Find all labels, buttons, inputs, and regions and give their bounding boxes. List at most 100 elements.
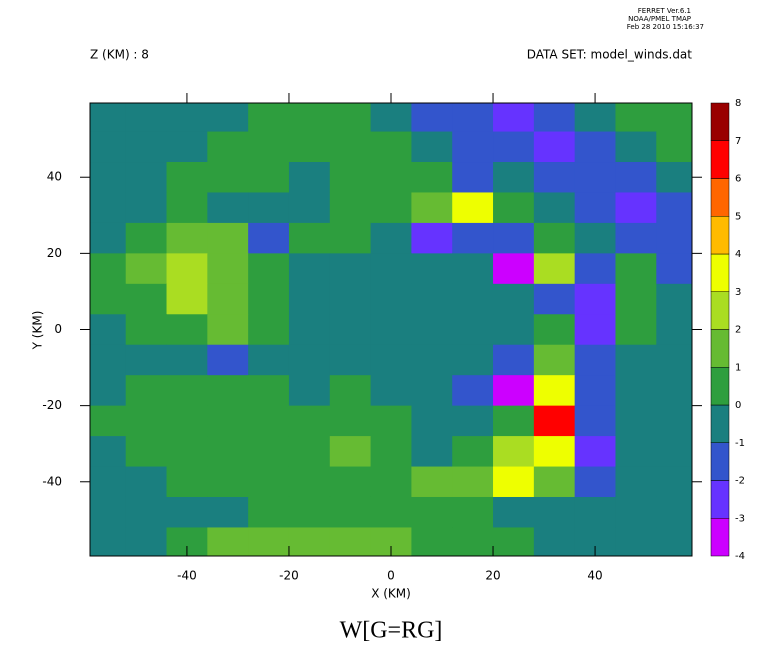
x-tick-label: -20 (279, 569, 299, 583)
contour-cell (493, 496, 535, 528)
contour-cell (329, 162, 372, 193)
contour-cell (411, 131, 453, 163)
contour-cell (452, 103, 494, 133)
contour-cell (90, 314, 127, 346)
contour-cell (370, 375, 412, 407)
colorbar-label: 2 (735, 325, 741, 336)
contour-cell (166, 222, 208, 254)
contour-cell (207, 222, 249, 254)
y-tick-label: 0 (54, 322, 62, 336)
contour-cell (207, 103, 249, 133)
contour-cell (493, 131, 535, 163)
contour-cell (166, 436, 208, 468)
contour-cell (615, 222, 657, 254)
contour-cell (329, 375, 372, 407)
x-tick-label: -40 (177, 569, 197, 583)
contour-cell (656, 405, 692, 437)
contour-cell (452, 131, 494, 163)
contour-cell (452, 496, 494, 528)
contour-cell (452, 466, 494, 498)
contour-cell (248, 103, 290, 133)
colorbar-label: -3 (735, 513, 745, 524)
y-tick-label: -20 (42, 398, 62, 412)
contour-cell (574, 436, 616, 468)
contour-cell (574, 375, 616, 407)
contour-cell (329, 103, 372, 133)
contour-cell (207, 436, 249, 468)
contour-cell (288, 527, 331, 556)
contour-cell (288, 222, 331, 254)
contour-cell (370, 222, 412, 254)
contour-cell (288, 131, 331, 163)
colorbar-bin (710, 367, 730, 406)
contour-cell (452, 436, 494, 468)
y-tick-label: 20 (47, 246, 62, 260)
header-line: FERRET Ver.6.1 (638, 7, 691, 15)
contour-cell (452, 222, 494, 254)
contour-cell (656, 222, 692, 254)
contour-cell (370, 103, 412, 133)
contour-cell (452, 192, 494, 224)
contour-cell (656, 527, 692, 556)
contour-cell (574, 496, 616, 528)
contour-cell (493, 436, 535, 468)
contour-cell (207, 314, 249, 346)
contour-cell (90, 103, 127, 133)
contour-cell (166, 314, 208, 346)
contour-cell (615, 527, 657, 556)
contour-cell (452, 253, 494, 285)
contour-cell (533, 344, 576, 376)
contour-cell (248, 344, 290, 376)
contour-cell (615, 283, 657, 315)
contour-cell (656, 344, 692, 376)
contour-cell (288, 466, 331, 498)
contour-cell (533, 283, 576, 315)
contour-cell (166, 405, 208, 437)
contour-cell (656, 103, 692, 133)
contour-cell (248, 283, 290, 315)
contour-cell (493, 405, 535, 437)
contour-cell (656, 192, 692, 224)
contour-cell (493, 466, 535, 498)
contour-cell (288, 253, 331, 285)
contour-cell (533, 375, 576, 407)
contour-cell (411, 375, 453, 407)
contour-cell (248, 162, 290, 193)
contour-cell (90, 344, 127, 376)
contour-cell (411, 436, 453, 468)
contour-cell (533, 131, 576, 163)
colorbar-label: 5 (735, 211, 741, 222)
colorbar-bin (710, 442, 730, 481)
contour-cell (288, 344, 331, 376)
contour-cell (656, 466, 692, 498)
contour-cell (574, 131, 616, 163)
contour-cell (656, 283, 692, 315)
contour-cell (329, 192, 372, 224)
colorbar-bin (710, 518, 730, 557)
contour-cell (452, 314, 494, 346)
contour-cell (166, 103, 208, 133)
contour-cell (329, 496, 372, 528)
contour-cell (452, 162, 494, 193)
contour-cell (370, 253, 412, 285)
colorbar-label: 7 (735, 136, 741, 147)
contour-cell (90, 253, 127, 285)
contour-cell (125, 466, 168, 498)
contour-cell (656, 375, 692, 407)
contour-cell (370, 283, 412, 315)
x-tick-label: 20 (485, 569, 500, 583)
colorbar-bin (710, 102, 730, 141)
contour-cell (493, 344, 535, 376)
colorbar-bin (710, 404, 730, 443)
y-tick-label: 40 (47, 170, 62, 184)
contour-cell (125, 103, 168, 133)
contour-cell (370, 436, 412, 468)
x-axis-label: X (KM) (371, 587, 411, 601)
contour-cell (166, 375, 208, 407)
contour-cell (329, 253, 372, 285)
contour-cell (533, 222, 576, 254)
contour-cell (125, 375, 168, 407)
contour-cell (533, 527, 576, 556)
contour-cell (533, 103, 576, 133)
